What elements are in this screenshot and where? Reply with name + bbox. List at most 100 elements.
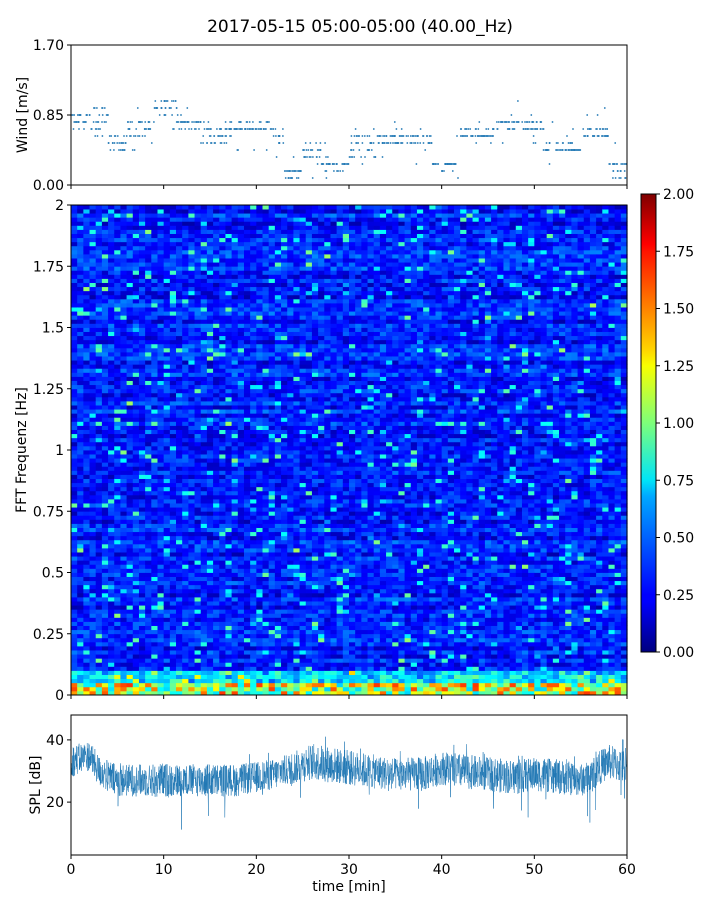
heatmap-cell [231, 576, 239, 582]
heatmap-cell [256, 433, 264, 439]
heatmap-cell [138, 249, 146, 255]
heatmap-cell [151, 539, 159, 545]
wind-point [510, 114, 513, 116]
heatmap-cell [219, 572, 227, 577]
heatmap-cell [250, 466, 257, 471]
heatmap-cell [188, 617, 196, 622]
heatmap-cell [126, 266, 134, 271]
heatmap-cell [138, 641, 146, 647]
heatmap-cell [268, 429, 276, 435]
heatmap-cell [71, 515, 78, 520]
heatmap-cell [231, 445, 239, 451]
heatmap-cell [237, 682, 245, 688]
heatmap-cell [237, 262, 245, 267]
heatmap-cell [213, 613, 220, 618]
heatmap-cell [206, 380, 214, 386]
wind-point [90, 128, 93, 130]
heatmap-cell [138, 319, 146, 324]
heatmap-cell [77, 474, 84, 479]
wind-point [294, 170, 296, 172]
heatmap-cell [108, 515, 115, 520]
heatmap-cell [151, 674, 159, 680]
heatmap-cell [120, 319, 128, 324]
heatmap-cell [132, 584, 140, 590]
heatmap-cell [145, 372, 152, 377]
heatmap-cell [268, 339, 276, 345]
heatmap-cell [108, 405, 115, 410]
heatmap-cell [206, 494, 214, 500]
heatmap-cell [231, 315, 239, 320]
heatmap-cell [132, 478, 140, 484]
heatmap-cell [169, 531, 177, 537]
heatmap-cell [250, 474, 257, 479]
heatmap-cell [225, 282, 233, 288]
heatmap-cell [126, 245, 134, 251]
heatmap-cell [262, 417, 270, 422]
heatmap-cell [182, 311, 189, 316]
heatmap-cell [169, 523, 177, 528]
heatmap-cell [262, 360, 270, 365]
heatmap-cell [157, 474, 165, 479]
heatmap-cell [83, 658, 91, 663]
wind-point [424, 149, 427, 151]
heatmap-cell [274, 445, 282, 451]
heatmap-cell [262, 564, 270, 569]
heatmap-cell [219, 531, 227, 537]
heatmap-cell [213, 527, 220, 533]
heatmap-cell [200, 531, 208, 537]
heatmap-cell [120, 347, 128, 353]
wind-point [616, 163, 619, 165]
heatmap-cell [157, 539, 165, 545]
heatmap-cell [268, 237, 276, 243]
heatmap-cell [163, 229, 171, 234]
wind-point [339, 170, 342, 172]
heatmap-cell [188, 568, 196, 573]
heatmap-cell [256, 356, 264, 361]
wind-point [596, 128, 598, 130]
heatmap-cell [274, 601, 282, 606]
wind-point [311, 177, 314, 179]
heatmap-cell [157, 388, 165, 394]
heatmap-cell [262, 572, 270, 577]
heatmap-cell [194, 441, 202, 447]
heatmap-cell [219, 650, 227, 655]
heatmap-cell [188, 499, 196, 504]
wind-point [356, 135, 358, 137]
heatmap-cell [126, 290, 134, 296]
wind-point [342, 163, 344, 165]
heatmap-cell [71, 282, 78, 288]
heatmap-cell [157, 580, 165, 586]
heatmap-cell [188, 503, 196, 508]
heatmap-cell [83, 429, 91, 435]
wind-point [596, 114, 599, 116]
heatmap-cell [95, 401, 103, 406]
heatmap-cell [157, 654, 165, 659]
heatmap-cell [256, 670, 264, 675]
heatmap-cell [101, 298, 109, 304]
heatmap-cell [231, 597, 239, 602]
heatmap-cell [108, 417, 115, 422]
heatmap-cell [138, 470, 146, 475]
heatmap-cell [225, 335, 233, 341]
heatmap-cell [132, 539, 140, 545]
figure-title: 2017-05-15 05:00-05:00 (40.00_Hz) [207, 17, 513, 37]
heatmap-cell [200, 507, 208, 512]
heatmap-cell [71, 646, 78, 651]
heatmap-cell [157, 249, 165, 255]
heatmap-cell [83, 486, 91, 492]
wind-point [292, 156, 295, 158]
heatmap-cell [200, 588, 208, 594]
wind-point [531, 121, 534, 123]
heatmap-cell [95, 682, 103, 688]
heatmap-cell [176, 388, 183, 394]
heatmap-cell [71, 352, 78, 357]
heatmap-cell [206, 249, 214, 255]
wind-point [561, 149, 563, 151]
wind-point [110, 135, 113, 137]
heatmap-cell [206, 466, 214, 471]
heatmap-cell [200, 482, 208, 488]
heatmap-cell [268, 376, 276, 381]
wind-point [73, 114, 76, 116]
heatmap-cell [176, 319, 183, 324]
heatmap-cell [206, 454, 214, 459]
